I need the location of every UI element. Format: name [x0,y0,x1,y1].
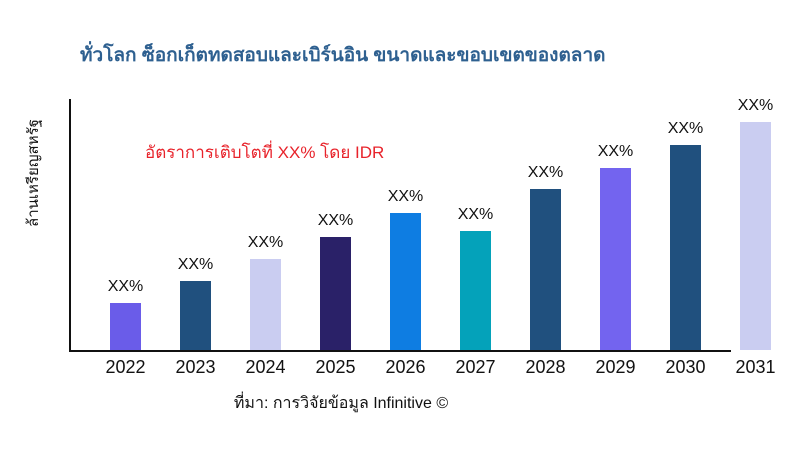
bar-value-label: XX% [667,120,704,137]
source-attribution: ที่มา: การวิจัยข้อมูล Infinitive © [233,395,449,412]
x-tick-label: 2024 [245,357,286,377]
x-tick-label: 2027 [455,357,496,377]
bar-2030 [670,145,701,350]
growth-rate-annotation: อัตราการเติบโตที่ XX% โดย IDR [145,143,385,162]
x-tick-label: 2023 [175,357,216,377]
x-tick-label: 2030 [665,357,706,377]
x-axis-line [69,350,731,352]
bar-2024 [250,259,281,350]
chart-title: ทั่วโลก ซ็อกเก็ตทดสอบและเบิร์นอิน ขนาดแล… [80,45,606,66]
x-tick-label: 2028 [525,357,566,377]
x-tick-label: 2026 [385,357,426,377]
bar-value-label: XX% [107,278,144,295]
bar-value-label: XX% [737,97,774,114]
bar-value-label: XX% [387,188,424,205]
bar-2028 [530,189,561,350]
bar-2029 [600,168,631,350]
x-tick-label: 2029 [595,357,636,377]
x-tick-label: 2025 [315,357,356,377]
x-tick-label: 2022 [105,357,146,377]
bar-value-label: XX% [597,143,634,160]
bar-2027 [460,231,491,350]
bar-value-label: XX% [177,256,214,273]
bar-2026 [390,213,421,350]
bar-value-label: XX% [247,234,284,251]
y-axis-line [69,99,71,352]
bar-2023 [180,281,211,350]
bar-value-label: XX% [527,164,564,181]
bar-value-label: XX% [317,212,354,229]
x-tick-label: 2031 [735,357,776,377]
bar-2025 [320,237,351,350]
bar-value-label: XX% [457,206,494,223]
bar-2022 [110,303,141,350]
bar-2031 [740,122,771,350]
